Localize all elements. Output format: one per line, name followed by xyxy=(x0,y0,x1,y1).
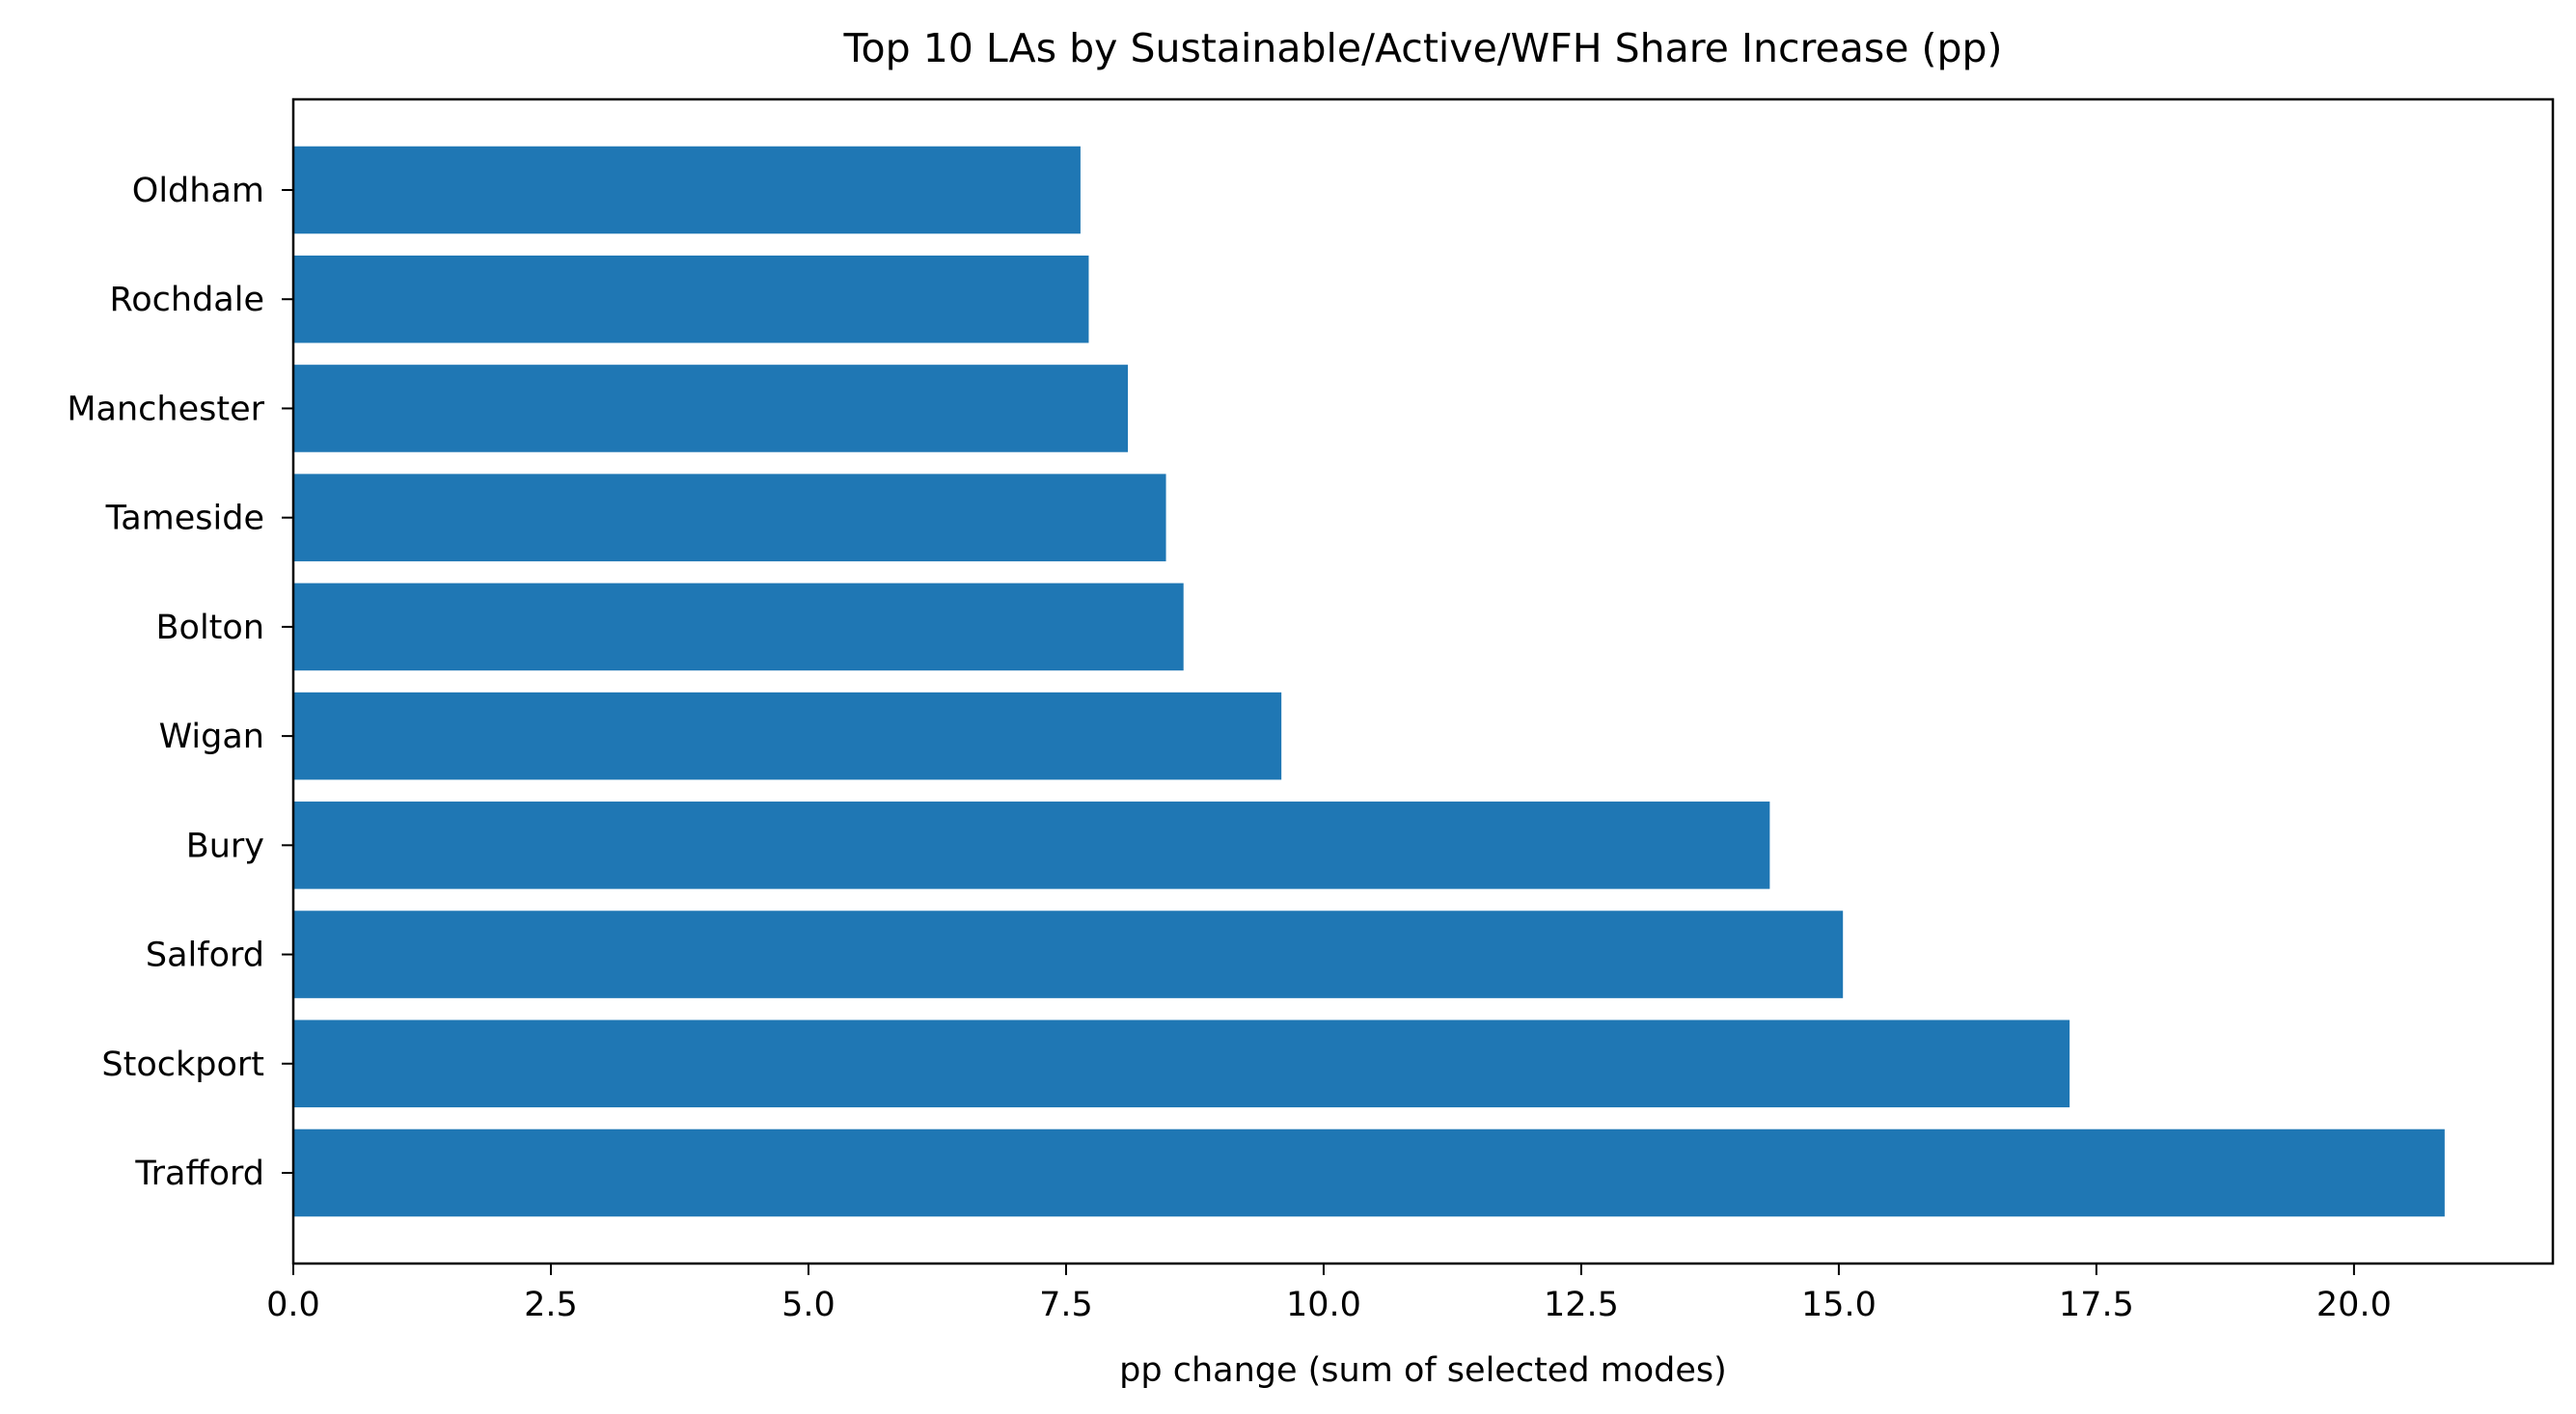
bar-stockport xyxy=(293,1020,2070,1108)
bar-manchester xyxy=(293,365,1129,452)
x-tick-label: 5.0 xyxy=(781,1286,836,1324)
y-tick-label: Trafford xyxy=(134,1155,264,1193)
x-axis-label: pp change (sum of selected modes) xyxy=(1119,1351,1727,1390)
y-tick-label: Oldham xyxy=(132,172,264,210)
bar-trafford xyxy=(293,1128,2445,1217)
y-tick-label: Wigan xyxy=(159,718,264,756)
bar-salford xyxy=(293,911,1844,998)
y-axis-ticks: Oldham Rochdale Manchester Tameside Bolton Wi… xyxy=(67,172,293,1193)
y-tick-label: Salford xyxy=(146,937,264,975)
y-tick-label: Rochdale xyxy=(109,281,264,319)
x-axis-ticks: 0.0 2.5 5.0 7.5 10.0 12.5 15.0 17.5 20.0 xyxy=(266,1264,2392,1324)
bar-bury xyxy=(293,802,1770,889)
x-tick-label: 12.5 xyxy=(1544,1286,1619,1324)
x-tick-label: 15.0 xyxy=(1801,1286,1877,1324)
x-tick-label: 20.0 xyxy=(2316,1286,2392,1324)
y-tick-label: Stockport xyxy=(101,1046,264,1084)
bar-bolton xyxy=(293,583,1184,671)
x-tick-label: 17.5 xyxy=(2059,1286,2134,1324)
x-tick-label: 7.5 xyxy=(1039,1286,1093,1324)
bar-rochdale xyxy=(293,255,1089,343)
bars-group xyxy=(293,146,2445,1217)
x-tick-label: 10.0 xyxy=(1286,1286,1361,1324)
x-tick-label: 2.5 xyxy=(524,1286,578,1324)
y-tick-label: Tameside xyxy=(105,500,264,538)
y-tick-label: Bury xyxy=(186,827,264,865)
y-tick-label: Bolton xyxy=(156,609,264,647)
bar-tameside xyxy=(293,474,1166,561)
bar-oldham xyxy=(293,146,1081,234)
bar-wigan xyxy=(293,692,1282,780)
x-tick-label: 0.0 xyxy=(266,1286,320,1324)
y-tick-label: Manchester xyxy=(67,390,264,428)
plot-frame xyxy=(291,97,2555,1265)
chart-title: Top 10 LAs by Sustainable/Active/WFH Sha… xyxy=(842,25,2002,71)
